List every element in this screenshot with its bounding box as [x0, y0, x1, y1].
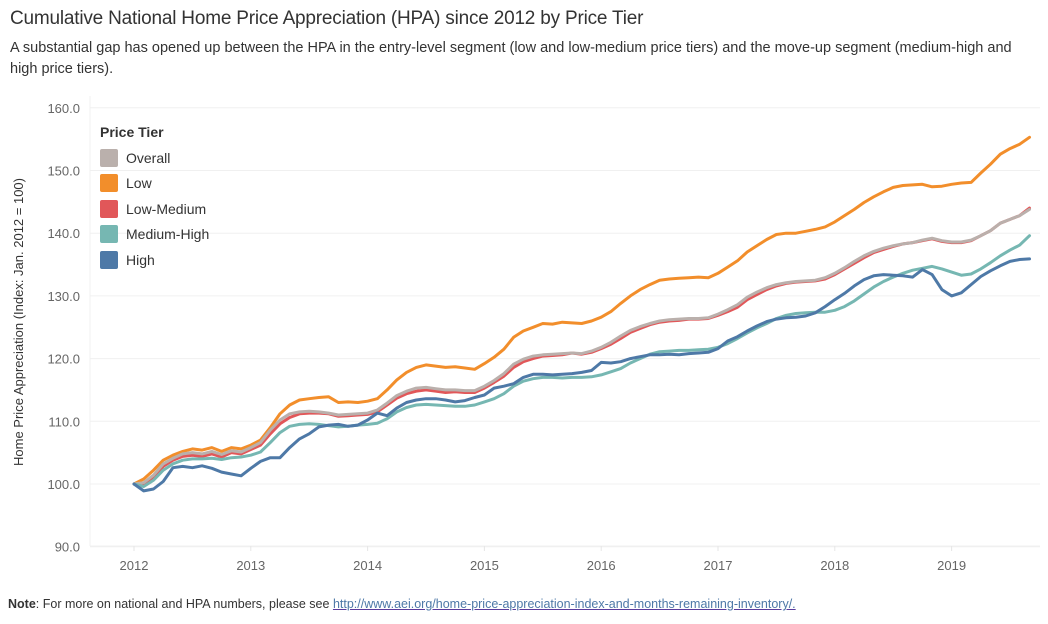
- chart-title: Cumulative National Home Price Appreciat…: [10, 8, 644, 29]
- legend-item-high[interactable]: High: [100, 247, 209, 273]
- legend: Price Tier Overall Low Low-Medium Medium-Hi…: [100, 124, 209, 273]
- x-tick-label: 2015: [470, 558, 499, 573]
- legend-label: High: [126, 251, 155, 268]
- x-tick-label: 2016: [587, 558, 616, 573]
- legend-label: Low: [126, 175, 152, 192]
- note-label: Note: [8, 597, 36, 611]
- y-tick-label: 100.0: [47, 477, 80, 492]
- legend-swatch: [100, 250, 118, 269]
- y-tick-label: 120.0: [47, 352, 80, 367]
- legend-swatch: [100, 174, 118, 193]
- legend-swatch: [100, 199, 118, 218]
- series-line-high[interactable]: [132, 257, 1031, 493]
- legend-item-low[interactable]: Low: [100, 171, 209, 197]
- y-tick-label: 110.0: [48, 414, 80, 429]
- series-line-overall[interactable]: [132, 207, 1031, 486]
- legend-swatch: [100, 225, 118, 244]
- y-axis: 90.0 100.0 110.0 120.0 130.0 140.0 150.0 160.0: [47, 101, 80, 555]
- x-tick-label: 2013: [236, 558, 265, 573]
- y-tick-label: 150.0: [47, 164, 80, 179]
- series-lines: [132, 135, 1031, 493]
- y-tick-label: 90.0: [55, 540, 80, 555]
- legend-label: Medium-High: [126, 226, 210, 243]
- legend-title: Price Tier: [100, 124, 164, 140]
- note-text: : For more on national and HPA numbers, …: [35, 597, 333, 611]
- x-tick-label: 2017: [704, 558, 733, 573]
- legend-item-medium-high[interactable]: Medium-High: [100, 222, 209, 248]
- source-link[interactable]: http://www.aei.org/home-price-appreciati…: [332, 597, 796, 611]
- legend-item-low-medium[interactable]: Low-Medium: [100, 196, 209, 222]
- chart-subtitle: A substantial gap has opened up between …: [10, 40, 1012, 77]
- y-tick-label: 160.0: [47, 101, 80, 116]
- y-tick-label: 140.0: [47, 226, 80, 241]
- x-tick-label: 2014: [353, 558, 382, 573]
- legend-label: Low-Medium: [126, 200, 207, 217]
- y-axis-title: Home Price Appreciation (Index: Jan. 201…: [11, 178, 26, 466]
- series-line-medium-high[interactable]: [132, 234, 1031, 488]
- legend-item-overall[interactable]: Overall: [100, 145, 209, 171]
- x-axis: 2012 2013 2014 2015 2016 2017 2018 2019: [120, 546, 966, 573]
- legend-label: Overall: [126, 149, 171, 166]
- x-tick-label: 2012: [120, 558, 149, 573]
- x-tick-label: 2019: [937, 558, 966, 573]
- series-line-low[interactable]: [132, 135, 1031, 486]
- y-tick-label: 130.0: [47, 289, 80, 304]
- gridlines: [89, 96, 1040, 548]
- footnote: Note: For more on national and HPA numbe…: [8, 597, 796, 611]
- legend-swatch: [100, 148, 118, 167]
- x-tick-label: 2018: [820, 558, 849, 573]
